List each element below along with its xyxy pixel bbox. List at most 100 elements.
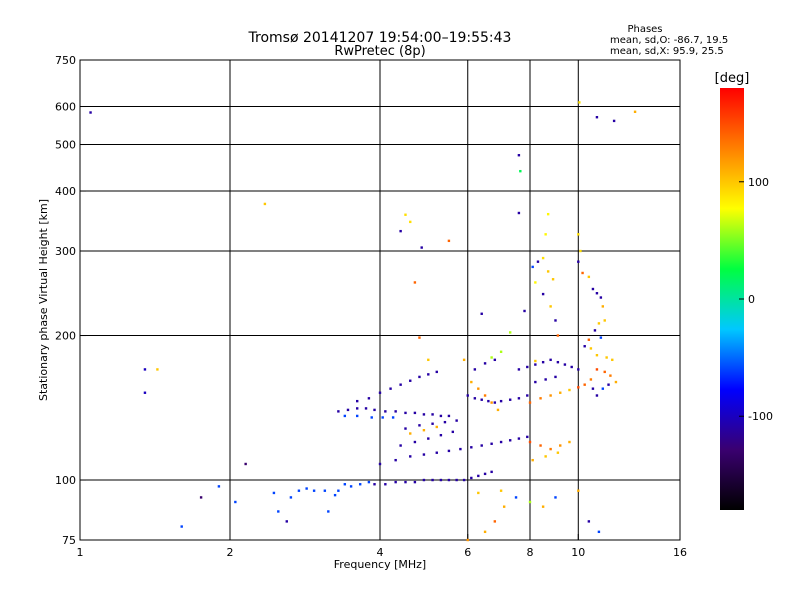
data-point (355, 399, 359, 403)
data-point (526, 365, 529, 369)
data-point (462, 358, 466, 362)
data-point (370, 416, 373, 419)
data-point (418, 424, 421, 427)
data-point (422, 453, 426, 456)
colorbar-tick-label: -100 (748, 410, 773, 423)
colorbar-tick-label: 100 (748, 176, 769, 189)
data-point (534, 380, 537, 384)
data-point (466, 538, 469, 542)
axis-ticks: 1 2 4 6 8 10 16 75 100 200 300 400 500 600 750 (55, 54, 687, 559)
data-point (367, 480, 371, 484)
data-point (544, 233, 547, 236)
data-point (427, 358, 430, 362)
data-point (272, 491, 276, 495)
data-point (570, 365, 573, 369)
data-point (597, 322, 601, 325)
data-point (355, 407, 359, 410)
data-point (378, 462, 382, 466)
data-point (611, 358, 614, 362)
data-point (595, 292, 599, 295)
data-point (546, 212, 550, 216)
data-point (526, 394, 529, 397)
data-point (589, 378, 593, 381)
data-point (541, 360, 545, 364)
data-point (609, 374, 612, 377)
data-point (603, 370, 606, 374)
data-point (534, 363, 537, 366)
data-point (399, 383, 402, 386)
data-point (439, 478, 443, 482)
data-point (439, 433, 443, 437)
data-point (595, 116, 599, 119)
data-point (418, 375, 421, 379)
data-point (531, 265, 534, 269)
data-point (607, 383, 610, 386)
data-point (577, 260, 580, 263)
data-point (587, 338, 591, 341)
data-point (499, 399, 503, 403)
data-point (490, 470, 493, 474)
data-point (333, 493, 337, 497)
data-point (591, 387, 595, 390)
data-point (577, 386, 580, 389)
data-point (597, 530, 601, 534)
data-point (480, 444, 483, 447)
data-point (633, 110, 637, 113)
data-point (601, 305, 605, 308)
data-point (591, 287, 595, 291)
data-point (483, 530, 487, 534)
data-point (490, 442, 493, 445)
data-point (323, 489, 327, 492)
data-point (404, 427, 407, 430)
data-point (327, 510, 330, 513)
data-point (343, 483, 347, 486)
data-point (599, 336, 603, 339)
data-point (404, 480, 407, 484)
data-point (605, 356, 608, 359)
data-point (394, 480, 397, 484)
data-point (556, 334, 560, 337)
data-point (435, 425, 438, 429)
data-point (523, 309, 526, 313)
data-point (431, 478, 434, 482)
data-point (595, 394, 599, 397)
data-point (508, 331, 512, 334)
data-point (587, 520, 591, 523)
data-point (517, 211, 521, 215)
data-point (439, 414, 443, 418)
data-point (587, 275, 591, 279)
x-tick-label: 6 (464, 546, 471, 559)
y-tick-label: 750 (55, 54, 76, 67)
data-point (493, 358, 497, 362)
data-point (89, 111, 92, 114)
data-point (391, 416, 395, 419)
data-point (455, 419, 458, 422)
data-point (394, 410, 397, 413)
data-point (447, 239, 451, 243)
data-point (418, 336, 421, 339)
data-point (297, 489, 301, 492)
data-point (384, 483, 387, 486)
stats-line-o: mean, sd,O: -86.7, 19.5 (610, 35, 728, 46)
data-point (394, 458, 397, 462)
data-point (508, 398, 512, 401)
data-point (367, 397, 371, 400)
grid-lines (80, 60, 680, 540)
data-point (343, 414, 347, 418)
data-point (541, 292, 545, 296)
data-point (490, 356, 493, 359)
x-axis-label: Frequency [MHz] (334, 558, 426, 571)
data-point (579, 249, 582, 253)
data-point (477, 387, 480, 390)
data-point (404, 213, 407, 216)
data-point (404, 411, 407, 415)
data-point (490, 401, 493, 404)
data-point (577, 489, 580, 492)
data-point (539, 397, 542, 400)
data-point (422, 413, 426, 416)
y-tick-label: 75 (62, 534, 76, 547)
data-point (514, 496, 518, 499)
data-point (143, 391, 147, 394)
data-point (568, 440, 571, 444)
data-point (568, 388, 571, 392)
